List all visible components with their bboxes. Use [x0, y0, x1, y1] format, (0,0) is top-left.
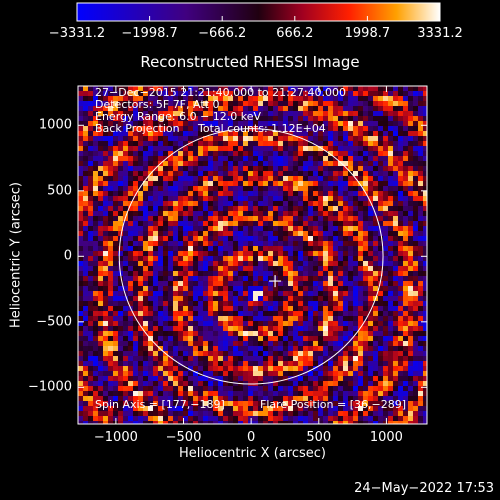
annotation-total-counts: Total counts: 1.12E+04 — [198, 122, 326, 135]
colorbar-tick-label: −1998.7 — [121, 26, 178, 41]
colorbar-ticks — [76, 16, 441, 21]
annotation-spin-axis: Spin Axis = [177,−189] — [95, 398, 225, 411]
colorbar-tick-label: 666.2 — [276, 26, 314, 41]
x-tick-label: 1000 — [369, 430, 403, 445]
x-tick-label: 0 — [247, 430, 256, 445]
image-area — [78, 86, 427, 424]
axis-ticks — [78, 86, 427, 424]
annotation-method: Back Projection — [95, 122, 180, 135]
y-tick-label: −500 — [36, 314, 72, 330]
annotation-energy-range: Energy Range: 6.0 − 12.0 keV — [95, 110, 262, 123]
colorbar-tick-label: −666.2 — [198, 26, 247, 41]
x-tick-label: −1000 — [93, 430, 138, 445]
footer-date: 24−May−2022 17:53 — [354, 481, 494, 496]
y-tick-label: 1000 — [38, 117, 72, 133]
colorbar-tick-label: 1998.7 — [344, 26, 391, 41]
x-axis-label: Heliocentric X (arcsec) — [179, 446, 326, 461]
colorbar — [76, 2, 441, 22]
annotation-flare-position: Flare Position = [36,−289] — [260, 398, 406, 411]
plot-frame — [77, 85, 428, 425]
colorbar-tick-label: −3331.2 — [48, 26, 106, 41]
y-tick-label: 0 — [63, 248, 72, 264]
chart-title: Reconstructed RHESSI Image — [140, 53, 360, 71]
x-tick-label: −500 — [165, 430, 202, 445]
spin-axis-marker — [269, 275, 282, 288]
y-tick-label: 500 — [47, 183, 72, 199]
x-tick-label: 500 — [306, 430, 332, 445]
annotation-detectors: Detectors: 5F 7F, Att 0 — [95, 98, 220, 111]
colorbar-tick-label: 3331.2 — [417, 26, 463, 41]
solar-limb — [118, 128, 384, 385]
annotation-time-range: 27−Dec−2015 21:21:40.000 to 21:27:40.000 — [95, 86, 347, 99]
y-axis-label: Heliocentric Y (arcsec) — [8, 182, 24, 328]
y-tick-label: −1000 — [28, 379, 72, 395]
